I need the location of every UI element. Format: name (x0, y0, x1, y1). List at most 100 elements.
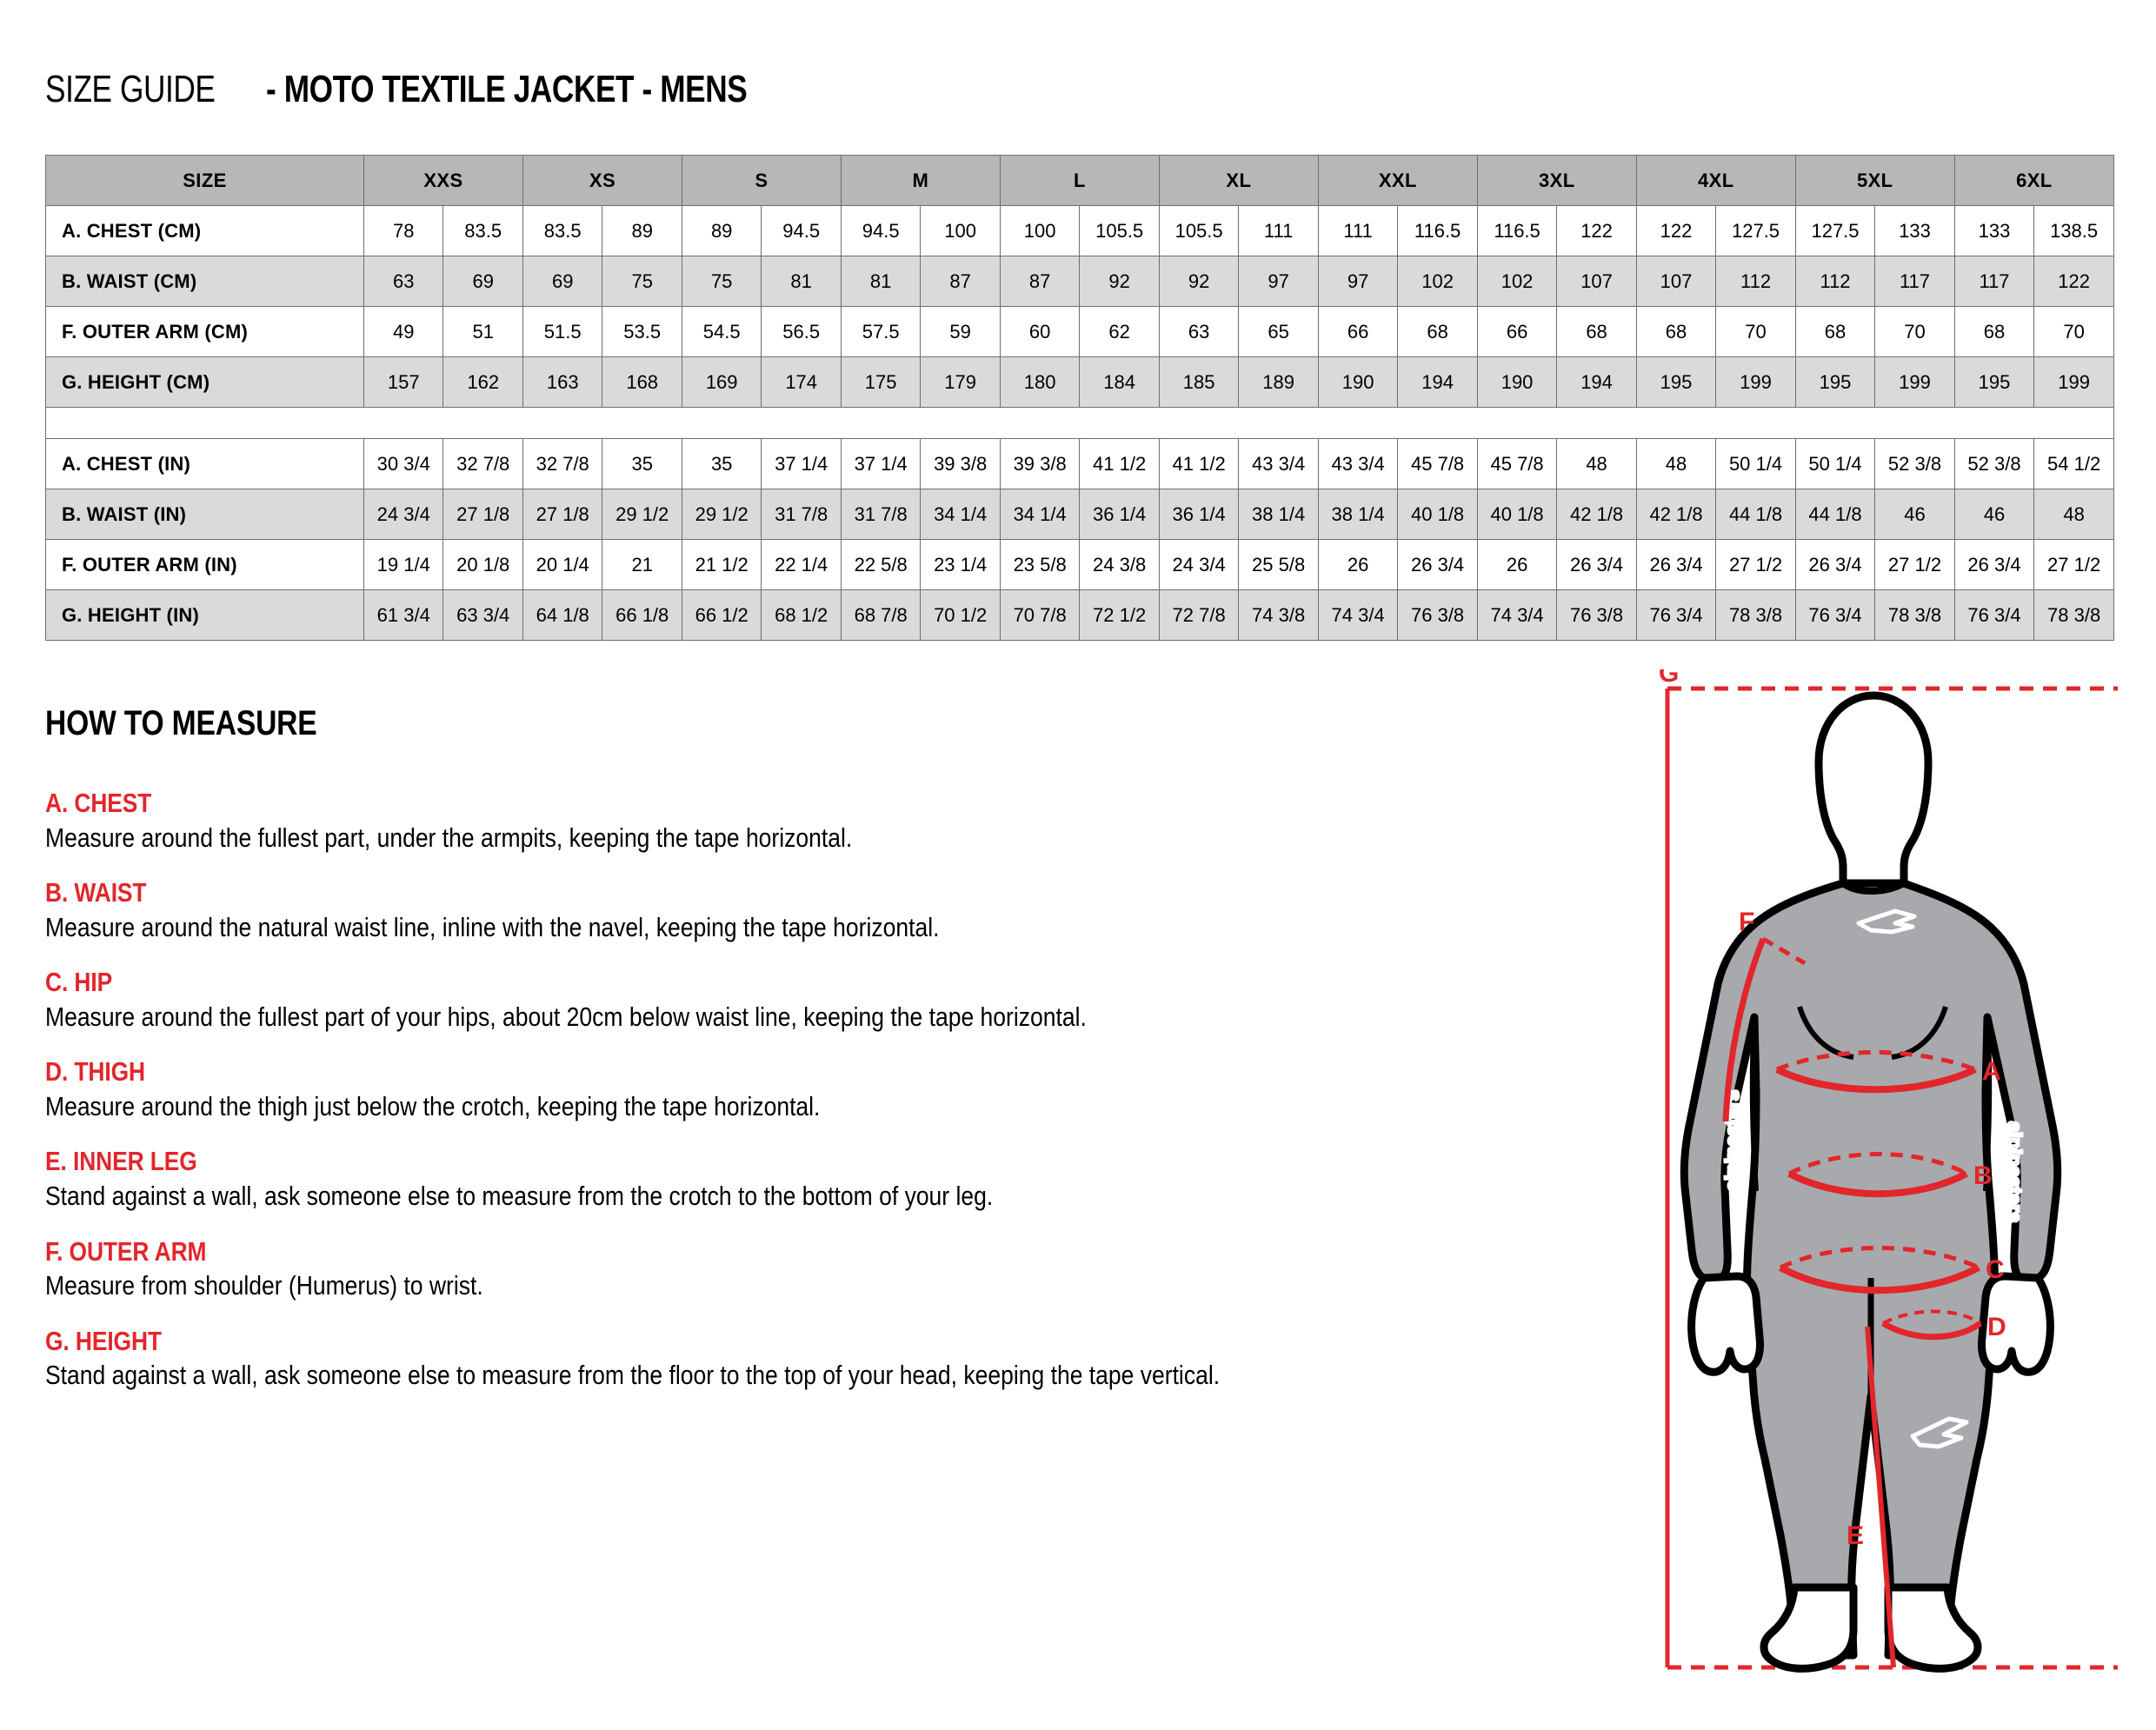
table-cell: 162 (443, 356, 523, 408)
table-cell: 23 5/8 (999, 539, 1081, 590)
table-cell: 97 (1238, 256, 1319, 307)
table-cell: 122 (1556, 205, 1637, 256)
table-cell: 68 (1794, 306, 1876, 357)
table-cell: 20 1/8 (443, 539, 523, 590)
row-label: G. HEIGHT (IN) (45, 589, 364, 641)
table-cell: 185 (1158, 356, 1240, 408)
table-cell: 27 1/2 (1715, 539, 1796, 590)
measure-item-heading: C. HIP (45, 967, 113, 998)
table-cell: 83.5 (522, 205, 603, 256)
table-cell: 102 (1397, 256, 1478, 307)
table-cell: 138.5 (2033, 205, 2114, 256)
measure-line-e (1865, 1326, 1896, 1668)
table-cell: 70 (1715, 306, 1796, 357)
page-title-bold: - MOTO TEXTILE JACKET - MENS (266, 68, 748, 110)
size-header-xs: XS (522, 155, 682, 206)
table-cell: 127.5 (1794, 205, 1876, 256)
measure-item-g: G. HEIGHT Stand against a wall, ask someo… (45, 1325, 1601, 1394)
table-cell: 75 (602, 256, 682, 307)
table-cell: 66 1/8 (602, 589, 682, 641)
alpinestars-logo-leg (1910, 1416, 1969, 1449)
table-row: G. HEIGHT (IN) 61 3/4 63 3/4 64 1/8 66 1/8 66… (45, 589, 2114, 641)
table-cell: 78 (363, 205, 444, 256)
measure-item-a: A. CHEST Measure around the fullest part,… (45, 787, 1601, 855)
table-cell: 26 3/4 (1635, 539, 1717, 590)
table-cell: 75 (681, 256, 762, 307)
table-row: G. HEIGHT (CM) 157 162 163 168 169 174 175 179 18… (45, 356, 2114, 408)
table-row: B. WAIST (CM) 63 69 69 75 75 81 81 87 87 92 92 97 97 1… (45, 256, 2114, 307)
table-cell: 23 1/4 (920, 539, 1001, 590)
size-header-3xl: 3XL (1476, 155, 1637, 206)
table-cell: 163 (522, 356, 603, 408)
size-chart-body: A. CHEST (CM) 78 83.5 83.5 89 89 94.5 94.5 100 10… (45, 205, 2114, 641)
table-cell: 78 3/8 (2033, 589, 2114, 641)
size-header-s: S (681, 155, 842, 206)
table-cell: 34 1/4 (920, 489, 1001, 540)
table-cell: 46 (1953, 489, 2035, 540)
table-cell: 25 5/8 (1238, 539, 1319, 590)
table-cell: 26 3/4 (1794, 539, 1876, 590)
measure-line-c (1779, 1246, 1980, 1294)
table-cell: 92 (1158, 256, 1240, 307)
table-cell: 194 (1397, 356, 1478, 408)
figure-label-f: F (1739, 908, 1754, 936)
measure-item-heading: B. WAIST (45, 877, 147, 908)
table-cell: 36 1/4 (1079, 489, 1160, 540)
table-cell: 39 3/8 (999, 438, 1081, 489)
table-cell: 190 (1476, 356, 1558, 408)
table-cell: 94.5 (761, 205, 842, 256)
table-cell: 34 1/4 (999, 489, 1081, 540)
table-cell: 72 1/2 (1079, 589, 1160, 641)
table-row: F. OUTER ARM (CM) 49 51 51.5 53.5 54.5 56.5 57.… (45, 306, 2114, 357)
size-chart-header-row: SIZE XXS XS S M L XL XXL 3XL 4XL 5XL 6XL (45, 155, 2115, 206)
table-cell: 169 (681, 356, 762, 408)
table-cell: 199 (1715, 356, 1796, 408)
table-cell: 51.5 (522, 306, 603, 357)
table-cell: 112 (1715, 256, 1796, 307)
table-cell: 78 3/8 (1715, 589, 1796, 641)
row-label: B. WAIST (CM) (45, 256, 364, 307)
table-cell: 111 (1317, 205, 1399, 256)
table-cell: 38 1/4 (1238, 489, 1319, 540)
measure-item-heading: F. OUTER ARM (45, 1235, 207, 1267)
table-cell: 64 1/8 (522, 589, 603, 641)
table-cell: 127.5 (1715, 205, 1796, 256)
table-cell: 54 1/2 (2033, 438, 2114, 489)
measure-item-f: F. OUTER ARM Measure from shoulder (Humer… (45, 1235, 1601, 1304)
table-cell: 102 (1476, 256, 1558, 307)
figure-label-b: B (1973, 1161, 1993, 1190)
table-cell: 44 1/8 (1715, 489, 1796, 540)
table-cell: 40 1/8 (1476, 489, 1558, 540)
measure-item-heading: E. INNER LEG (45, 1146, 197, 1177)
table-cell: 63 3/4 (443, 589, 523, 641)
size-header-4xl: 4XL (1635, 155, 1796, 206)
measure-line-b (1787, 1152, 1968, 1198)
measure-item-heading: D. THIGH (45, 1056, 145, 1088)
table-cell: 37 1/4 (761, 438, 842, 489)
measure-item-b: B. WAIST Measure around the natural waist… (45, 876, 1601, 945)
table-cell: 66 1/2 (681, 589, 762, 641)
table-cell: 68 1/2 (761, 589, 842, 641)
table-cell: 49 (363, 306, 444, 357)
table-cell: 105.5 (1079, 205, 1160, 256)
figure-label-d: D (1987, 1313, 2006, 1341)
table-row: A. CHEST (CM) 78 83.5 83.5 89 89 94.5 94.5 100 10… (45, 205, 2114, 256)
table-cell: 24 3/8 (1079, 539, 1160, 590)
table-cell: 70 1/2 (920, 589, 1001, 641)
table-cell: 117 (1874, 256, 1955, 307)
table-cell: 27 1/8 (443, 489, 523, 540)
table-cell: 107 (1556, 256, 1637, 307)
table-cell: 21 1/2 (681, 539, 762, 590)
table-cell: 175 (840, 356, 922, 408)
measure-item-body: Stand against a wall, ask someone else t… (45, 1181, 994, 1212)
table-cell: 26 3/4 (1397, 539, 1478, 590)
table-cell: 27 1/2 (1874, 539, 1955, 590)
table-cell: 41 1/2 (1079, 438, 1160, 489)
table-cell: 66 (1317, 306, 1399, 357)
table-cell: 66 (1476, 306, 1558, 357)
size-header-5xl: 5XL (1794, 155, 1955, 206)
table-cell: 157 (363, 356, 444, 408)
table-cell: 31 7/8 (840, 489, 922, 540)
size-header-xl: XL (1158, 155, 1319, 206)
